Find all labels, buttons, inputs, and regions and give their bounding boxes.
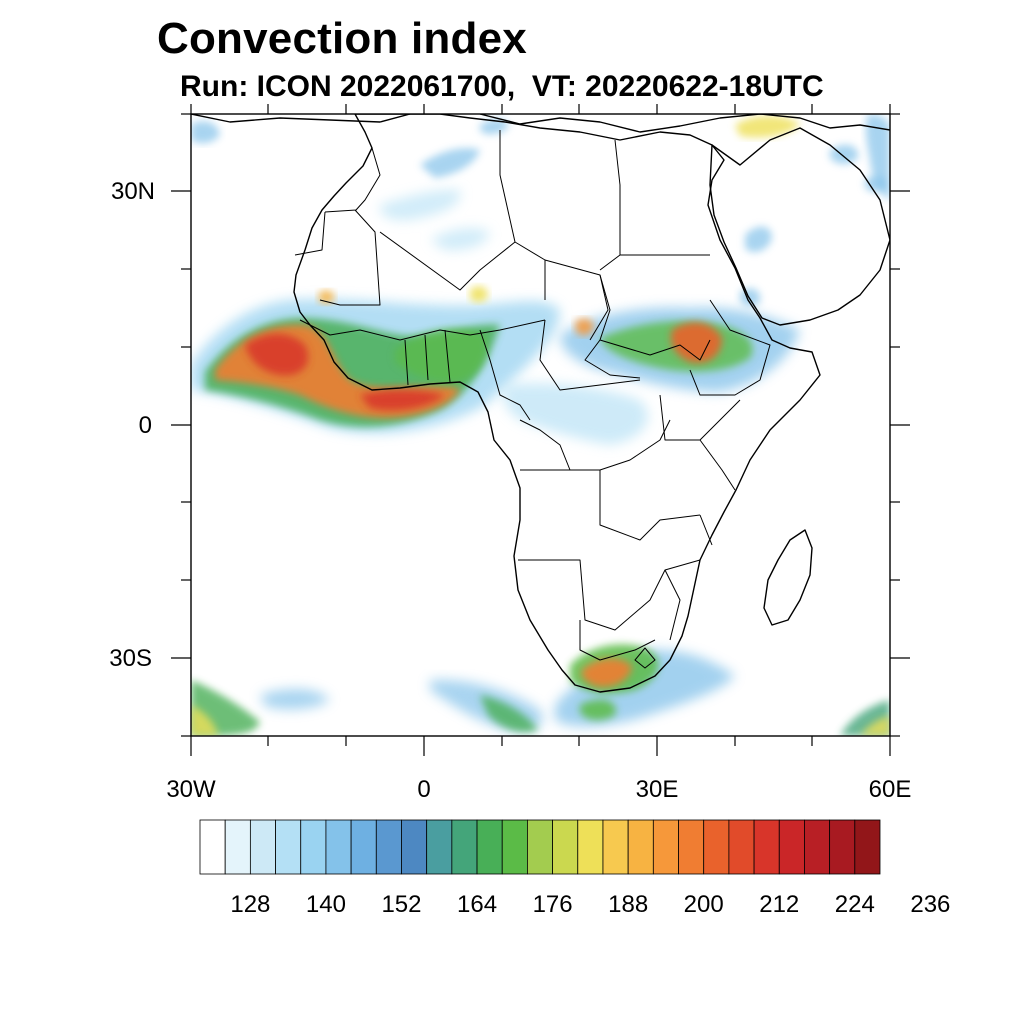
colorbar-swatch (527, 819, 553, 875)
colorbar-swatch (199, 819, 226, 875)
colorbar-swatch (224, 819, 251, 875)
colorbar-label: 152 (381, 891, 421, 918)
border-algeria-libya (499, 130, 546, 300)
border-western-sahara (294, 211, 326, 256)
convection-northwest-corner (191, 121, 220, 144)
convection-south-africa-core (581, 658, 632, 688)
convection-west-africa-max (245, 333, 445, 411)
colorbar-label: 164 (457, 891, 497, 918)
coastlines (191, 114, 890, 693)
border-car (539, 319, 641, 391)
colorbar-swatch (577, 819, 604, 875)
country-borders (294, 130, 771, 669)
convection-upper-east-edge (865, 114, 890, 200)
lat-label-30s: 30S (109, 645, 152, 672)
colorbar-swatch (778, 819, 805, 875)
colorbar-label: 128 (230, 891, 270, 918)
colorbar-swatch (678, 819, 705, 875)
border-namibia-botswana (518, 559, 701, 631)
arabia-coastline (709, 127, 890, 326)
chart-title: Convection index (157, 14, 527, 63)
border-ethiopia (689, 299, 771, 396)
border-lesotho (634, 647, 656, 669)
border-sudan-southsudan (599, 339, 711, 361)
colorbar-swatch (375, 819, 402, 875)
border-chad-sudan (584, 274, 641, 379)
africa-coastline (293, 114, 821, 693)
convection-turkey (735, 115, 800, 138)
europe-coastline (191, 114, 890, 133)
convection-sahara-patches (379, 189, 490, 251)
convection-arabia (740, 226, 772, 307)
chart-subtitle: Run: ICON 2022061700, VT: 20220622-18UTC (180, 70, 824, 103)
convection-mediterranean (420, 118, 509, 178)
convection-field (191, 114, 890, 736)
colorbar-label: 236 (910, 891, 950, 918)
colorbar-swatch (300, 819, 327, 875)
colorbar-swatch (728, 819, 755, 875)
border-east-africa (659, 394, 741, 491)
colorbar-swatch (501, 819, 528, 875)
convection-central-africa (503, 383, 649, 445)
convection-southern-ocean-west-hi (191, 705, 218, 736)
lon-label-60e: 60E (869, 776, 912, 803)
colorbar-label: 212 (759, 891, 799, 918)
lon-label-0: 0 (417, 776, 430, 803)
colorbar-swatch (652, 819, 679, 875)
lon-label-30e: 30E (636, 776, 679, 803)
colorbar-swatch (476, 819, 503, 875)
map-layer (191, 114, 890, 736)
lat-label-30n: 30N (111, 178, 155, 205)
colorbar-swatch (804, 819, 831, 875)
colorbar-label: 224 (835, 891, 875, 918)
lon-label-30w: 30W (166, 776, 216, 803)
convection-niger-patch (470, 286, 488, 303)
colorbar-swatch (350, 819, 377, 875)
border-south-africa (579, 620, 656, 661)
convection-chad-patch (575, 318, 594, 336)
colorbar-label: 176 (533, 891, 573, 918)
border-nigeria-cameroon (479, 329, 531, 421)
colorbar-swatch (426, 819, 453, 875)
colorbar-swatch (325, 819, 352, 875)
convection-southern-ocean-mid-core (480, 695, 538, 733)
convection-southern-ocean-east-hi (860, 716, 890, 736)
border-mozambique (664, 514, 713, 641)
convection-east-africa-core (670, 322, 722, 363)
colorbar-swatch (552, 819, 579, 875)
border-west-africa-1 (299, 319, 546, 341)
border-mali-niger (379, 231, 516, 291)
border-libya-egypt (599, 139, 621, 271)
border-mauritania-mali (319, 209, 381, 306)
colorbar-swatch (703, 819, 730, 875)
lat-label-0: 0 (139, 412, 152, 439)
colorbar-swatch (275, 819, 302, 875)
colorbar-swatch (829, 819, 856, 875)
colorbar-label: 200 (684, 891, 724, 918)
colorbar-swatch (753, 819, 780, 875)
colorbar-swatch (401, 819, 428, 875)
colorbar: 128 140 152 164 176 188 200 212 224 236 (199, 819, 950, 918)
convection-sahel-band (395, 328, 488, 383)
colorbar-swatch (627, 819, 654, 875)
colorbar-swatch (854, 819, 881, 875)
convection-southern-ocean-mid (260, 679, 543, 732)
colorbar-swatch (451, 819, 478, 875)
border-morocco-algeria (324, 147, 381, 213)
madagascar-coastline (763, 529, 813, 626)
border-niger-chad (544, 259, 609, 341)
colorbar-swatch (602, 819, 629, 875)
colorbar-swatch (249, 819, 276, 875)
axis-ticks (171, 104, 910, 756)
colorbar-label: 188 (608, 891, 648, 918)
border-west-africa-2 (404, 329, 451, 386)
border-angola (520, 469, 701, 541)
colorbar-label: 140 (306, 891, 346, 918)
